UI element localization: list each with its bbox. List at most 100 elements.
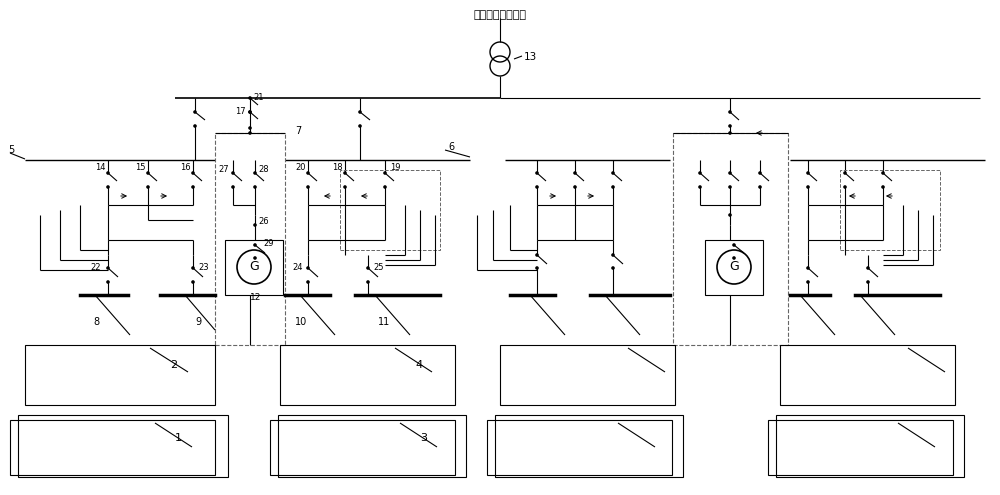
Bar bbox=[776, 415, 964, 477]
Text: 13: 13 bbox=[524, 52, 537, 62]
Circle shape bbox=[535, 266, 539, 270]
Text: 23: 23 bbox=[198, 263, 209, 273]
Circle shape bbox=[881, 171, 885, 175]
Text: 引自厂外高压线路: 引自厂外高压线路 bbox=[474, 10, 526, 20]
Circle shape bbox=[191, 171, 195, 175]
Bar bbox=[780, 345, 955, 405]
Bar bbox=[270, 420, 455, 475]
Text: G: G bbox=[249, 260, 259, 274]
Text: 8: 8 bbox=[93, 317, 99, 327]
Text: 24: 24 bbox=[292, 263, 302, 273]
Circle shape bbox=[193, 110, 197, 114]
Circle shape bbox=[106, 171, 110, 175]
Circle shape bbox=[611, 185, 615, 189]
Bar bbox=[840, 170, 940, 250]
Bar bbox=[25, 345, 215, 405]
Circle shape bbox=[366, 266, 370, 270]
Circle shape bbox=[698, 171, 702, 175]
Circle shape bbox=[698, 185, 702, 189]
Bar bbox=[280, 345, 455, 405]
Circle shape bbox=[728, 124, 732, 128]
Text: 16: 16 bbox=[180, 162, 191, 171]
Circle shape bbox=[146, 185, 150, 189]
Circle shape bbox=[253, 185, 257, 189]
Circle shape bbox=[253, 171, 257, 175]
Circle shape bbox=[191, 280, 195, 284]
Circle shape bbox=[573, 171, 577, 175]
Circle shape bbox=[535, 171, 539, 175]
Text: 27: 27 bbox=[218, 164, 229, 174]
Circle shape bbox=[806, 280, 810, 284]
Text: 21: 21 bbox=[253, 93, 264, 101]
Circle shape bbox=[758, 171, 762, 175]
Circle shape bbox=[248, 110, 252, 114]
Circle shape bbox=[231, 171, 235, 175]
Circle shape bbox=[231, 185, 235, 189]
Circle shape bbox=[193, 124, 197, 128]
Circle shape bbox=[191, 185, 195, 189]
Circle shape bbox=[306, 171, 310, 175]
Circle shape bbox=[253, 256, 257, 260]
Circle shape bbox=[306, 266, 310, 270]
Bar bbox=[18, 415, 228, 477]
Circle shape bbox=[881, 185, 885, 189]
Circle shape bbox=[758, 185, 762, 189]
Circle shape bbox=[248, 126, 252, 130]
Text: 2: 2 bbox=[170, 360, 177, 370]
Text: 11: 11 bbox=[378, 317, 390, 327]
Bar bbox=[10, 420, 215, 475]
Text: 26: 26 bbox=[258, 217, 269, 227]
Circle shape bbox=[866, 266, 870, 270]
Text: G: G bbox=[729, 260, 739, 274]
Circle shape bbox=[383, 171, 387, 175]
Circle shape bbox=[343, 185, 347, 189]
Bar bbox=[215, 133, 285, 345]
Text: 9: 9 bbox=[195, 317, 201, 327]
Text: 1: 1 bbox=[175, 433, 182, 443]
Circle shape bbox=[358, 110, 362, 114]
Text: 20: 20 bbox=[295, 162, 306, 171]
Circle shape bbox=[806, 185, 810, 189]
Circle shape bbox=[611, 253, 615, 257]
Text: 28: 28 bbox=[258, 164, 269, 174]
Text: 5: 5 bbox=[8, 145, 14, 155]
Circle shape bbox=[728, 171, 732, 175]
Text: 25: 25 bbox=[373, 263, 384, 273]
Circle shape bbox=[535, 185, 539, 189]
Text: 22: 22 bbox=[90, 263, 100, 273]
Text: 10: 10 bbox=[295, 317, 307, 327]
Circle shape bbox=[106, 266, 110, 270]
Circle shape bbox=[248, 110, 252, 114]
Circle shape bbox=[728, 131, 732, 135]
Bar bbox=[278, 415, 466, 477]
Circle shape bbox=[728, 213, 732, 217]
Bar bbox=[768, 420, 953, 475]
Text: 15: 15 bbox=[135, 162, 146, 171]
Circle shape bbox=[806, 171, 810, 175]
Text: 17: 17 bbox=[235, 107, 246, 116]
Circle shape bbox=[843, 171, 847, 175]
Circle shape bbox=[248, 131, 252, 135]
Circle shape bbox=[383, 185, 387, 189]
Circle shape bbox=[728, 185, 732, 189]
Circle shape bbox=[248, 96, 252, 100]
Circle shape bbox=[343, 171, 347, 175]
Circle shape bbox=[191, 266, 195, 270]
Text: 19: 19 bbox=[390, 162, 400, 171]
Circle shape bbox=[611, 171, 615, 175]
Text: 14: 14 bbox=[95, 162, 106, 171]
Circle shape bbox=[535, 253, 539, 257]
Bar bbox=[705, 240, 763, 295]
Circle shape bbox=[106, 185, 110, 189]
Circle shape bbox=[843, 185, 847, 189]
Circle shape bbox=[306, 185, 310, 189]
Circle shape bbox=[253, 223, 257, 227]
Text: 3: 3 bbox=[420, 433, 427, 443]
Text: 6: 6 bbox=[448, 142, 454, 152]
Circle shape bbox=[146, 171, 150, 175]
Circle shape bbox=[573, 185, 577, 189]
Circle shape bbox=[866, 280, 870, 284]
Bar bbox=[673, 133, 788, 345]
Text: 4: 4 bbox=[415, 360, 422, 370]
Bar bbox=[500, 345, 675, 405]
